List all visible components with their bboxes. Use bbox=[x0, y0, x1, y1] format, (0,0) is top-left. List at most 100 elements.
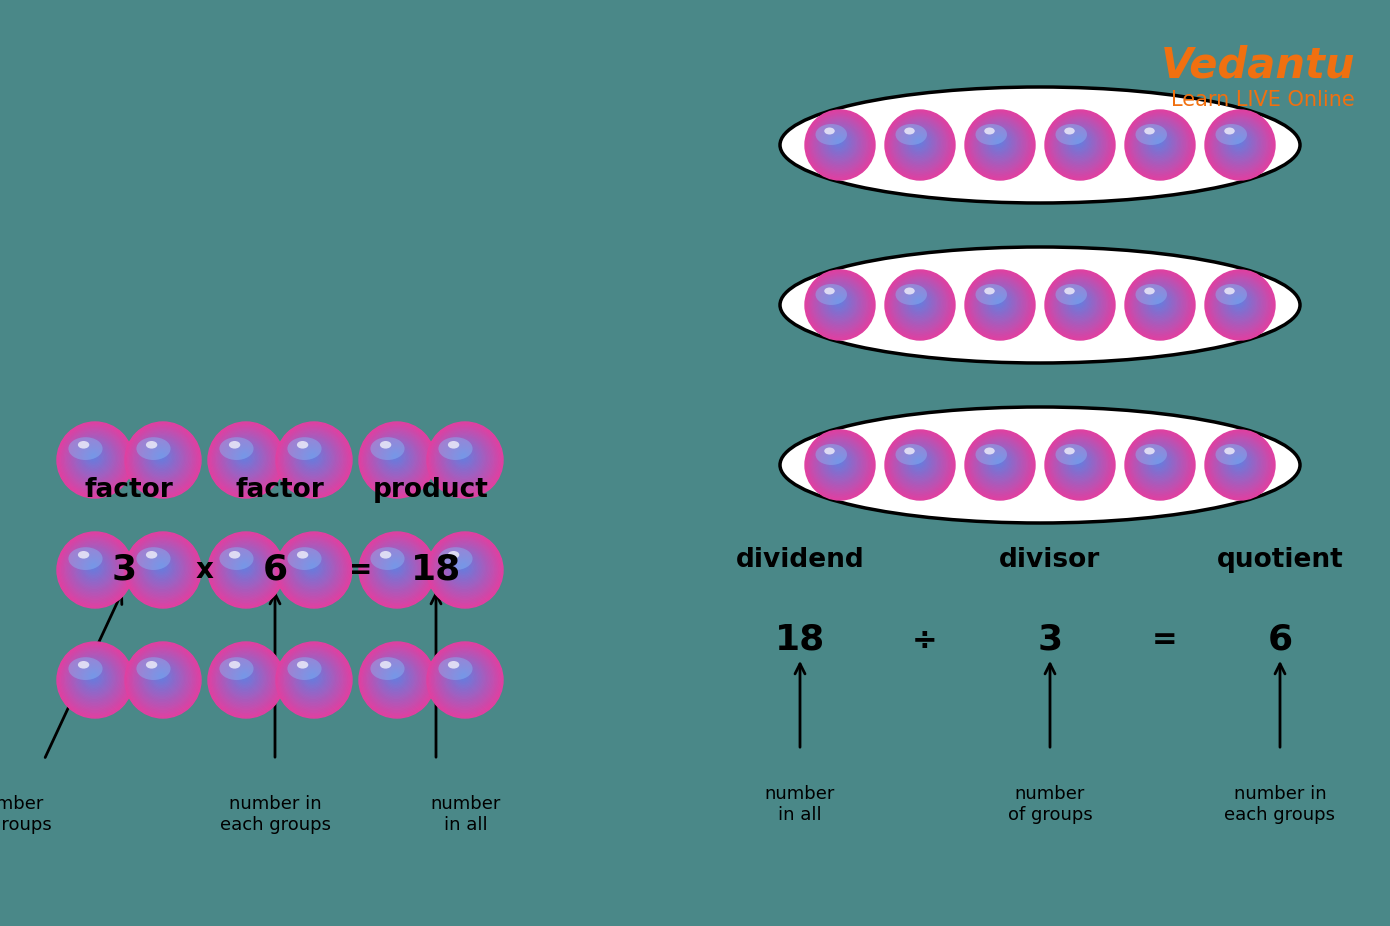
Circle shape bbox=[816, 120, 863, 168]
Text: number in
each groups: number in each groups bbox=[1225, 785, 1336, 824]
Circle shape bbox=[285, 432, 342, 487]
Text: 18: 18 bbox=[411, 553, 461, 587]
Circle shape bbox=[461, 565, 464, 568]
Circle shape bbox=[1150, 133, 1168, 152]
Circle shape bbox=[441, 434, 488, 482]
Ellipse shape bbox=[220, 657, 253, 680]
Circle shape bbox=[826, 130, 852, 156]
Circle shape bbox=[82, 446, 106, 469]
Circle shape bbox=[277, 644, 350, 717]
Circle shape bbox=[386, 558, 404, 576]
Circle shape bbox=[443, 548, 484, 589]
Circle shape bbox=[147, 443, 177, 473]
Circle shape bbox=[360, 533, 434, 607]
Circle shape bbox=[823, 287, 855, 319]
Circle shape bbox=[459, 671, 468, 682]
Circle shape bbox=[1236, 459, 1241, 464]
Circle shape bbox=[810, 275, 869, 333]
Circle shape bbox=[286, 652, 341, 706]
Circle shape bbox=[228, 661, 261, 694]
Circle shape bbox=[442, 545, 486, 592]
Circle shape bbox=[1156, 299, 1161, 304]
Circle shape bbox=[892, 437, 947, 491]
Circle shape bbox=[227, 439, 264, 477]
Circle shape bbox=[970, 115, 1029, 173]
Circle shape bbox=[304, 449, 320, 465]
Circle shape bbox=[211, 645, 279, 714]
Circle shape bbox=[302, 446, 324, 469]
Circle shape bbox=[899, 124, 940, 163]
Circle shape bbox=[284, 429, 343, 490]
Ellipse shape bbox=[1055, 444, 1087, 465]
Circle shape bbox=[438, 652, 491, 706]
Circle shape bbox=[81, 555, 107, 580]
Circle shape bbox=[384, 446, 407, 469]
Circle shape bbox=[830, 133, 848, 152]
Ellipse shape bbox=[297, 551, 309, 558]
Circle shape bbox=[905, 129, 933, 156]
Circle shape bbox=[85, 448, 103, 466]
Circle shape bbox=[991, 456, 1005, 469]
Circle shape bbox=[138, 544, 188, 594]
Circle shape bbox=[835, 138, 842, 145]
Circle shape bbox=[243, 675, 246, 678]
Circle shape bbox=[392, 673, 399, 681]
Circle shape bbox=[136, 432, 189, 485]
Text: 6: 6 bbox=[263, 553, 288, 587]
Circle shape bbox=[288, 433, 339, 484]
Circle shape bbox=[1212, 437, 1266, 491]
Circle shape bbox=[815, 279, 865, 330]
Text: ÷: ÷ bbox=[912, 625, 938, 655]
Circle shape bbox=[71, 434, 118, 482]
Circle shape bbox=[1152, 296, 1165, 308]
Ellipse shape bbox=[136, 437, 171, 460]
Circle shape bbox=[285, 430, 343, 488]
Circle shape bbox=[288, 654, 339, 704]
Circle shape bbox=[452, 555, 477, 580]
Circle shape bbox=[805, 270, 874, 340]
Circle shape bbox=[1051, 115, 1109, 173]
Circle shape bbox=[891, 276, 948, 332]
Circle shape bbox=[979, 122, 1020, 165]
Circle shape bbox=[902, 127, 935, 159]
Circle shape bbox=[917, 300, 919, 303]
Circle shape bbox=[393, 454, 398, 459]
Circle shape bbox=[1156, 140, 1161, 144]
Circle shape bbox=[145, 550, 179, 586]
Circle shape bbox=[139, 435, 185, 482]
Circle shape bbox=[154, 559, 170, 574]
Circle shape bbox=[88, 560, 100, 573]
Circle shape bbox=[292, 437, 335, 480]
Circle shape bbox=[1218, 122, 1261, 165]
Circle shape bbox=[65, 650, 124, 708]
Circle shape bbox=[892, 118, 947, 171]
Circle shape bbox=[133, 650, 192, 708]
Circle shape bbox=[890, 434, 951, 494]
Circle shape bbox=[1126, 431, 1194, 499]
Circle shape bbox=[448, 442, 481, 474]
Circle shape bbox=[377, 549, 416, 587]
Circle shape bbox=[992, 457, 1005, 468]
Circle shape bbox=[441, 655, 488, 703]
Circle shape bbox=[359, 422, 435, 498]
Circle shape bbox=[820, 284, 858, 322]
Circle shape bbox=[898, 282, 940, 325]
Ellipse shape bbox=[895, 124, 927, 145]
Circle shape bbox=[434, 647, 496, 711]
Circle shape bbox=[1211, 435, 1269, 494]
Circle shape bbox=[910, 294, 927, 310]
Circle shape bbox=[905, 449, 933, 477]
Circle shape bbox=[428, 533, 502, 607]
Circle shape bbox=[913, 136, 924, 148]
Circle shape bbox=[232, 444, 257, 470]
Circle shape bbox=[235, 557, 254, 577]
Circle shape bbox=[83, 667, 104, 687]
Circle shape bbox=[81, 665, 107, 690]
Circle shape bbox=[217, 430, 275, 488]
Circle shape bbox=[1068, 451, 1091, 474]
Circle shape bbox=[1045, 430, 1115, 500]
Circle shape bbox=[815, 438, 865, 490]
Circle shape bbox=[827, 291, 851, 314]
Circle shape bbox=[1154, 137, 1163, 146]
Circle shape bbox=[821, 126, 856, 161]
